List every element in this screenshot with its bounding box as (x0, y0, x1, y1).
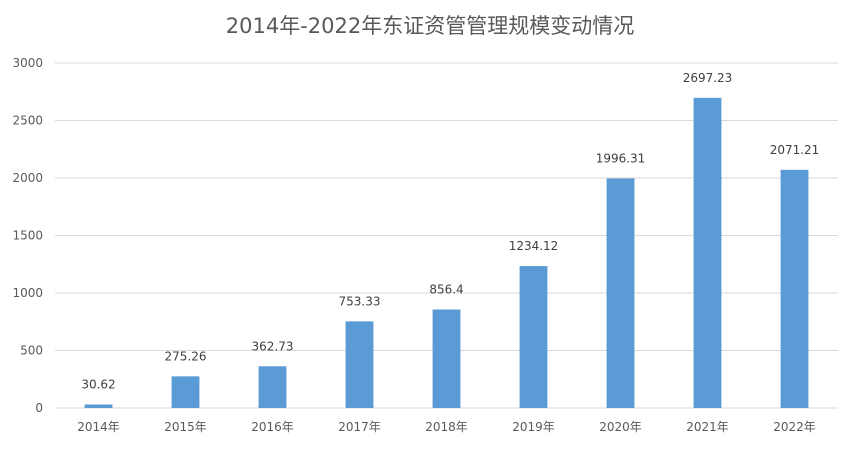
data-label: 275.26 (165, 349, 207, 363)
x-tick-label: 2016年 (251, 420, 294, 434)
bar (607, 178, 635, 408)
x-tick-label: 2021年 (686, 420, 729, 434)
data-label: 362.73 (252, 339, 294, 353)
x-tick-label: 2022年 (773, 420, 816, 434)
y-tick-label: 500 (20, 344, 43, 358)
data-label: 1234.12 (509, 239, 559, 253)
bar (781, 170, 809, 408)
x-tick-label: 2015年 (164, 420, 207, 434)
x-tick-label: 2019年 (512, 420, 555, 434)
data-label: 856.4 (429, 283, 463, 297)
bar (85, 404, 113, 408)
bar (259, 366, 287, 408)
y-tick-label: 0 (35, 401, 43, 415)
data-label: 30.62 (81, 377, 115, 391)
bar (172, 376, 200, 408)
x-tick-label: 2017年 (338, 420, 381, 434)
bar (694, 98, 722, 408)
y-tick-label: 1500 (12, 229, 43, 243)
bar (520, 266, 548, 408)
y-tick-label: 2500 (12, 114, 43, 128)
bar (346, 321, 374, 408)
bar (433, 310, 461, 408)
data-label: 753.33 (339, 294, 381, 308)
y-tick-label: 3000 (12, 56, 43, 70)
x-tick-label: 2014年 (77, 420, 120, 434)
data-label: 1996.31 (596, 151, 646, 165)
data-label: 2071.21 (770, 143, 820, 157)
x-tick-label: 2020年 (599, 420, 642, 434)
y-tick-label: 2000 (12, 171, 43, 185)
x-tick-label: 2018年 (425, 420, 468, 434)
y-tick-label: 1000 (12, 286, 43, 300)
data-label: 2697.23 (683, 71, 733, 85)
